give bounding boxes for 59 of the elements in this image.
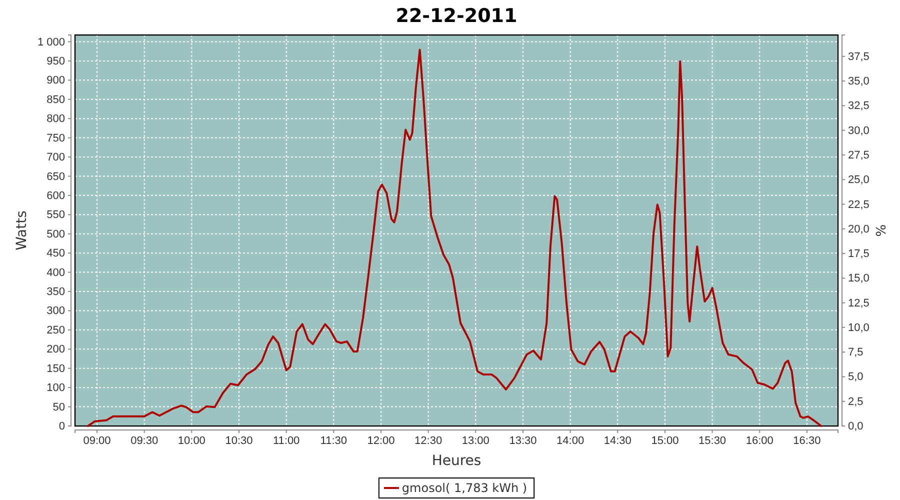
y-tick-label: 700	[46, 152, 65, 164]
y-tick-label: 850	[46, 94, 65, 106]
y2-tick-label: 0,0	[848, 420, 864, 433]
y2-tick-label: 12,5	[848, 297, 870, 310]
y2-tick-label: 27,5	[848, 149, 870, 162]
y-tick-label: 0	[58, 420, 65, 433]
y2-tick-label: 7,5	[848, 346, 864, 359]
y2-tick-label: 32,5	[848, 100, 870, 112]
y2-axis-title: %	[872, 224, 887, 237]
y2-tick-label: 15,0	[848, 272, 870, 285]
y2-tick-label: 5,0	[848, 371, 864, 384]
x-tick-label: 12:30	[414, 434, 442, 447]
chart-title: 22-12-2011	[396, 5, 518, 27]
y2-tick-label: 37,5	[848, 50, 870, 63]
x-tick-label: 13:30	[509, 434, 537, 447]
y-tick-label: 800	[46, 113, 65, 126]
y-tick-label: 650	[46, 170, 65, 183]
y2-tick-label: 22,5	[848, 198, 870, 211]
y-tick-label: 350	[46, 286, 65, 298]
x-tick-label: 09:30	[130, 434, 158, 447]
y-tick-label: 400	[46, 266, 65, 279]
x-tick-label: 11:30	[320, 434, 348, 447]
x-tick-label: 09:00	[83, 434, 111, 447]
y2-tick-label: 30,0	[848, 124, 870, 137]
y-tick-label: 50	[52, 401, 65, 414]
y2-tick-label: 25,0	[848, 174, 870, 186]
legend-label: gmosol( 1,783 kWh )	[402, 481, 528, 495]
x-tick-label: 14:00	[556, 434, 584, 447]
x-tick-label: 13:00	[462, 434, 490, 447]
y-tick-label: 750	[46, 132, 65, 144]
y2-tick-label: 17,5	[848, 248, 870, 260]
y-tick-label: 600	[46, 190, 65, 202]
x-tick-label: 11:00	[272, 434, 300, 447]
y-tick-label: 500	[46, 228, 65, 240]
x-tick-label: 16:30	[793, 434, 821, 447]
y2-tick-label: 20,0	[848, 223, 870, 236]
line-series	[87, 48, 822, 427]
x-tick-label: 10:00	[178, 434, 206, 447]
y-tick-label: 300	[46, 305, 65, 318]
x-tick-label: 10:30	[225, 434, 253, 447]
x-tick-label: 12:00	[367, 434, 395, 447]
y-tick-label: 950	[46, 55, 65, 68]
y-tick-label: 100	[46, 382, 65, 394]
y-tick-label: 450	[46, 248, 65, 260]
x-tick-label: 16:00	[746, 434, 774, 447]
y-tick-label: 250	[46, 324, 65, 336]
y-tick-label: 1 000	[37, 36, 65, 48]
x-tick-label: 15:00	[651, 434, 679, 447]
x-axis-title: Heures	[432, 453, 482, 469]
y2-tick-label: 2,5	[848, 396, 864, 408]
y-tick-label: 550	[46, 209, 65, 222]
y-tick-label: 900	[46, 74, 65, 87]
x-tick-label: 14:30	[604, 434, 632, 447]
y-axis-title: Watts	[14, 210, 30, 250]
y-tick-label: 200	[46, 344, 65, 356]
x-tick-label: 15:30	[698, 434, 726, 447]
y2-tick-label: 10,0	[848, 322, 870, 334]
y2-tick-label: 35,0	[848, 76, 870, 88]
y-tick-label: 150	[46, 362, 65, 375]
